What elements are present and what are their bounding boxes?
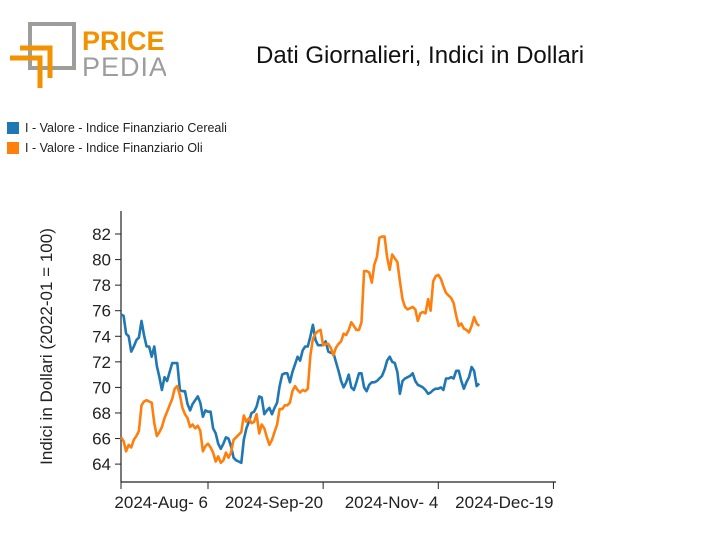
legend: I - Valore - Indice Finanziario Cereali … [7,118,227,158]
y-tick-label: 78 [92,276,111,295]
y-tick-label: 82 [92,225,111,244]
legend-swatch-cereali [7,122,19,134]
series-line-oli [119,235,481,465]
legend-label-oli: I - Valore - Indice Finanziario Oli [25,141,203,155]
logo-text-top: PRICE [82,26,165,56]
legend-label-cereali: I - Valore - Indice Finanziario Cereali [25,121,227,135]
y-tick-label: 70 [92,378,111,397]
x-tick-label: 2024-Aug- 6 [114,493,208,512]
y-tick-label: 80 [92,251,111,270]
x-tick-label: 2024-Nov- 4 [345,493,439,512]
series-line-cereali [120,313,481,465]
pricepedia-logo: PRICE PEDIA [10,22,166,88]
x-tick-label: 2024-Dec-19 [455,493,553,512]
y-tick-label: 66 [92,430,111,449]
y-tick-label: 64 [92,455,111,474]
legend-item-oli[interactable]: I - Valore - Indice Finanziario Oli [7,138,227,158]
y-axis-label: Indici in Dollari (2022-01 = 100) [37,228,56,465]
y-tick-label: 68 [92,404,111,423]
legend-item-cereali[interactable]: I - Valore - Indice Finanziario Cereali [7,118,227,138]
logo-text-bottom: PEDIA [82,52,166,82]
y-tick-label: 74 [92,327,111,346]
logo-mark-icon [10,22,76,88]
legend-swatch-oli [7,142,19,154]
chart-title: Dati Giornalieri, Indici in Dollari [256,42,585,69]
y-tick-label: 76 [92,302,111,321]
x-tick-label: 2024-Sep-20 [225,493,323,512]
y-tick-label: 72 [92,353,111,372]
